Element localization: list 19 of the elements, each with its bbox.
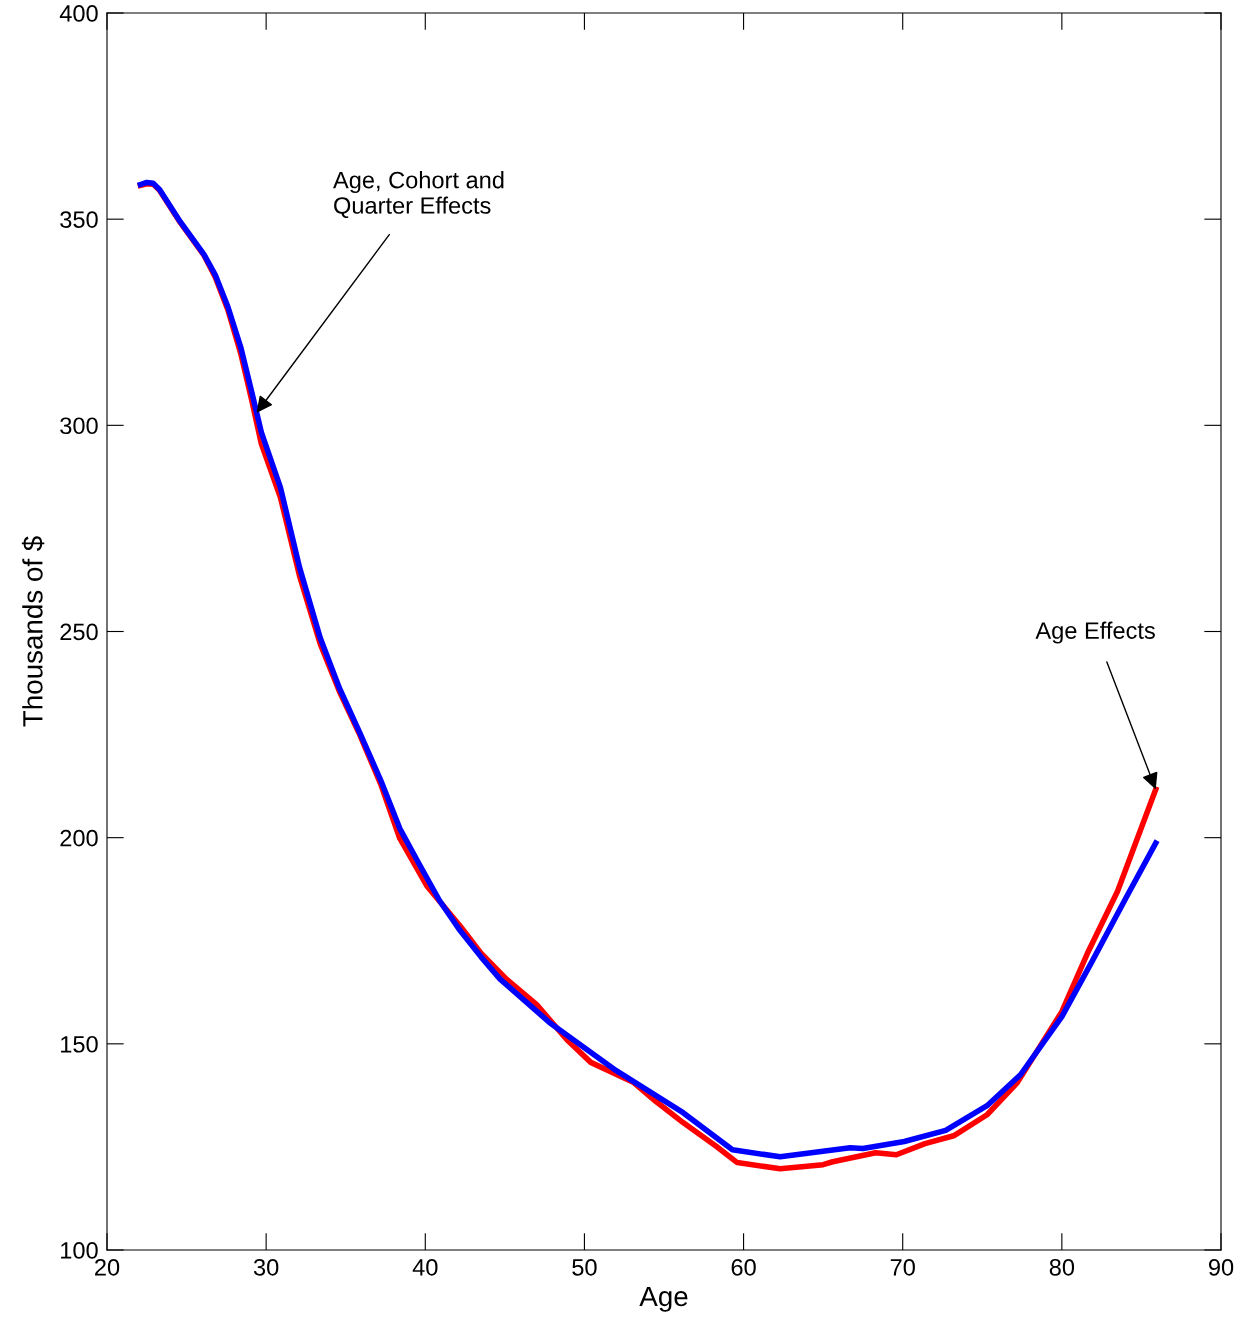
- y-tick-label: 200: [60, 829, 98, 847]
- y-tick-label: 150: [61, 1035, 98, 1053]
- x-axis-title: Age: [639, 1286, 688, 1312]
- y-tick-label: 350: [60, 211, 98, 228]
- y-tick-label: 400: [59, 5, 98, 22]
- x-tick-label: 20: [95, 1258, 120, 1276]
- annotation: Age, Cohort and Quarter Effects: [333, 171, 504, 219]
- annotation: Age Effects: [1035, 621, 1155, 644]
- x-tick-label: 90: [1208, 1258, 1234, 1276]
- x-tick-label: 30: [253, 1258, 279, 1276]
- y-axis-title: Thousands of $: [21, 536, 45, 727]
- x-tick-label: 80: [1049, 1258, 1075, 1276]
- y-tick-label: 300: [60, 417, 98, 435]
- x-tick-label: 50: [572, 1258, 597, 1276]
- y-tick-label: 100: [61, 1242, 98, 1259]
- x-tick-label: 60: [731, 1258, 756, 1276]
- x-tick-label: 70: [890, 1258, 915, 1276]
- y-tick-label: 250: [60, 623, 98, 641]
- x-tick-label: 40: [412, 1258, 438, 1276]
